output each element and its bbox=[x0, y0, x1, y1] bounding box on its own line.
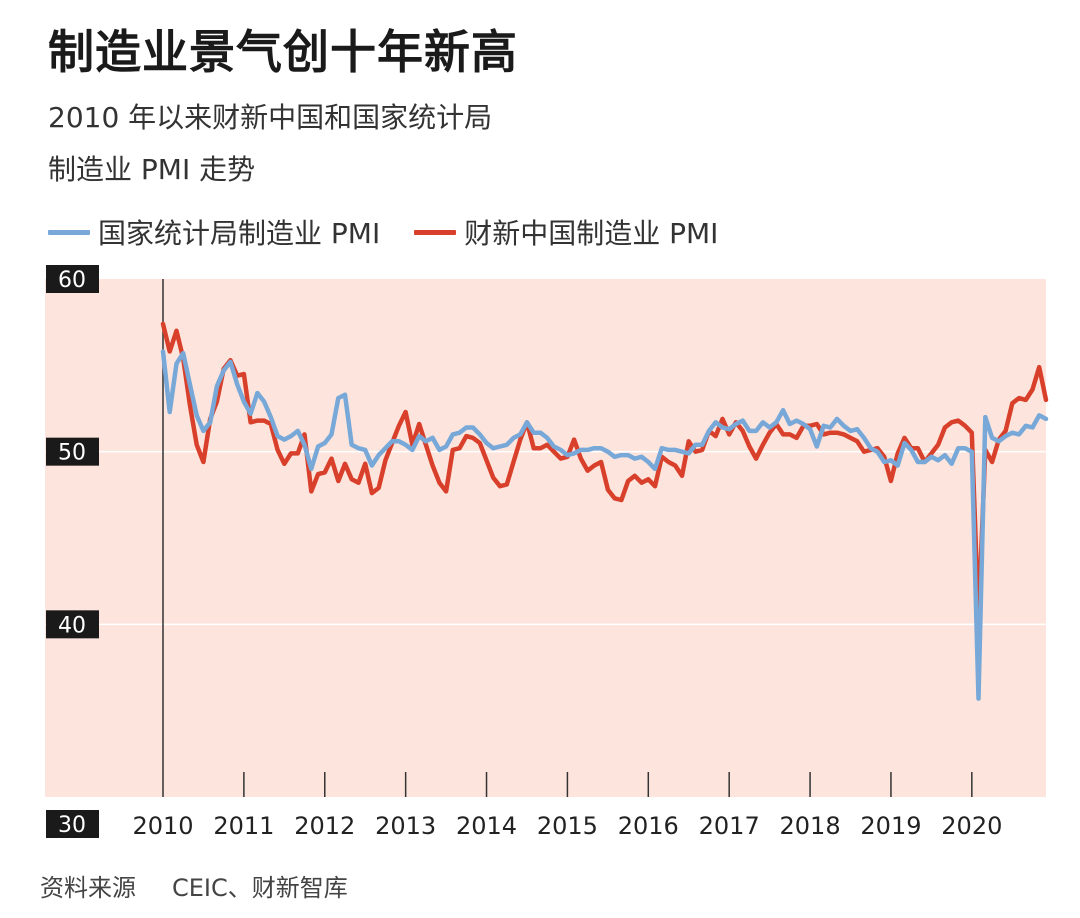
y-tick-label-50: 50 bbox=[58, 441, 86, 466]
y-tick-box-30 bbox=[46, 810, 99, 838]
source-label: 资料来源 bbox=[40, 874, 136, 902]
source-value: CEIC、财新智库 bbox=[172, 874, 348, 902]
x-tick-label-2011: 2011 bbox=[213, 812, 274, 840]
chart-subtitle-line-2: 制造业 PMI 走势 bbox=[48, 153, 256, 186]
x-tick-label-2013: 2013 bbox=[375, 812, 436, 840]
y-tick-box-60 bbox=[46, 265, 99, 293]
x-tick-label-2019: 2019 bbox=[860, 812, 921, 840]
y-tick-label-30: 30 bbox=[58, 813, 86, 838]
legend-swatch-caixin bbox=[414, 229, 457, 235]
x-tick-label-2010: 2010 bbox=[132, 812, 193, 840]
x-tick-label-2020: 2020 bbox=[941, 812, 1002, 840]
legend-item-nbs: 国家统计局制造业 PMI bbox=[48, 212, 380, 252]
series-line-nbs bbox=[160, 349, 1049, 701]
chart-subtitle-line-1: 2010 年以来财新中国和国家统计局 bbox=[48, 101, 493, 134]
x-tick-label-2017: 2017 bbox=[699, 812, 760, 840]
y-tick-label-60: 60 bbox=[58, 268, 86, 293]
series-line-caixin bbox=[160, 321, 1049, 622]
x-tick-label-2018: 2018 bbox=[780, 812, 841, 840]
x-tick-label-2016: 2016 bbox=[618, 812, 679, 840]
chart-legend: 国家统计局制造业 PMI 财新中国制造业 PMI bbox=[48, 212, 752, 252]
y-tick-label-40: 40 bbox=[58, 613, 86, 638]
legend-swatch-nbs bbox=[48, 229, 90, 235]
plot-background bbox=[45, 279, 1046, 797]
x-tick-label-2015: 2015 bbox=[537, 812, 598, 840]
source-note: 资料来源 CEIC、财新智库 bbox=[40, 868, 348, 903]
legend-item-caixin: 财新中国制造业 PMI bbox=[414, 212, 718, 252]
x-tick-label-2012: 2012 bbox=[294, 812, 355, 840]
y-tick-box-50 bbox=[46, 437, 99, 466]
legend-label-caixin: 财新中国制造业 PMI bbox=[464, 217, 719, 250]
legend-label-nbs: 国家统计局制造业 PMI bbox=[98, 217, 381, 250]
y-tick-box-40 bbox=[46, 610, 99, 639]
chart-title: 制造业景气创十年新高 bbox=[48, 25, 518, 79]
x-tick-label-2014: 2014 bbox=[456, 812, 517, 840]
